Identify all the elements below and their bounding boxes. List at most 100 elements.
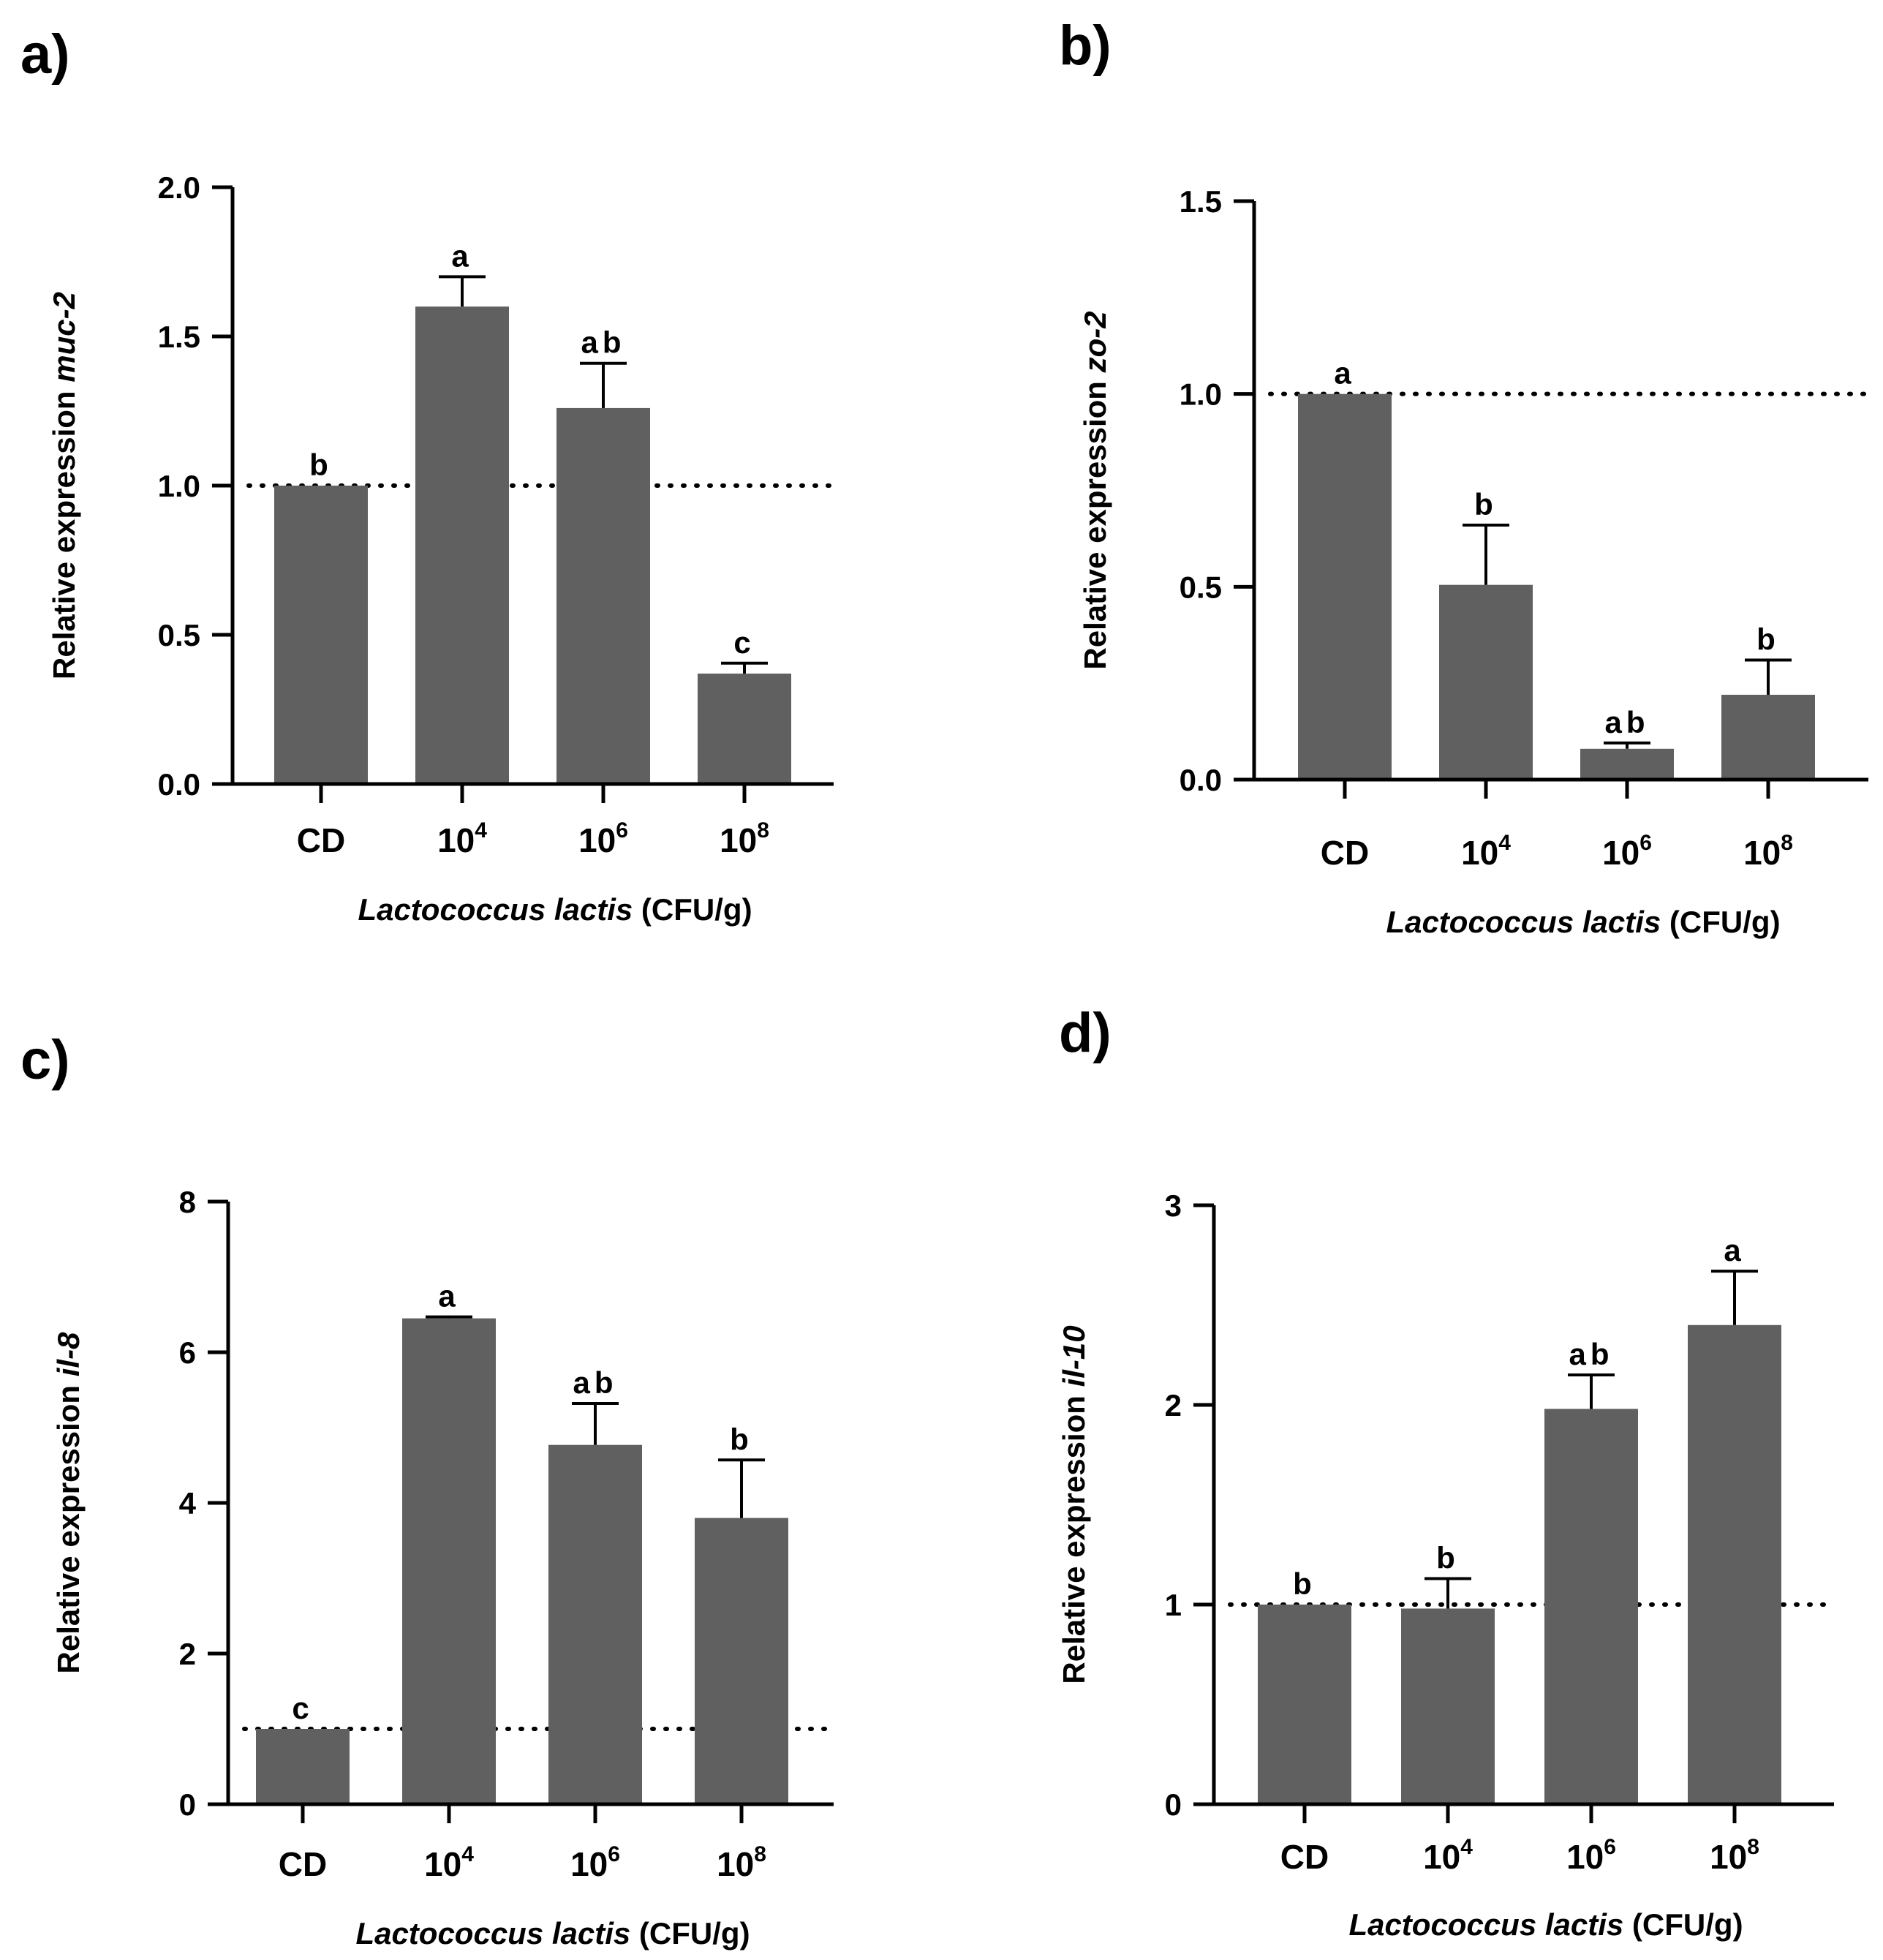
significance-letter-2: ab [573, 1365, 617, 1400]
y-tick-label-3: 1.5 [1180, 184, 1222, 219]
x-tick-label-1: 104 [437, 818, 487, 859]
x-tick-label-1: 104 [424, 1842, 474, 1883]
y-tick-label-3: 1.5 [158, 320, 200, 354]
panel-label: d) [1059, 1002, 1112, 1064]
x-axis-title-species: Lactococcus lactis [358, 892, 633, 927]
category-base: 10 [1566, 1838, 1604, 1876]
y-tick-label-1: 2 [179, 1637, 196, 1671]
significance-letter-1: a [451, 238, 472, 273]
category-base: 10 [1423, 1838, 1460, 1876]
significance-letter-2: ab [581, 325, 625, 360]
significance-letter-3: c [733, 625, 755, 660]
y-axis-title-gene: muc-2 [47, 292, 81, 382]
category-base: CD [1280, 1838, 1329, 1876]
significance-letter-0: c [292, 1691, 313, 1725]
bar-0 [256, 1729, 350, 1804]
significance-letter-1: b [1474, 487, 1498, 521]
x-tick-label-3: 108 [1743, 831, 1793, 872]
x-tick-label-2: 106 [1566, 1835, 1616, 1876]
significance-letter-2: ab [1604, 705, 1649, 739]
x-axis-title-species: Lactococcus lactis [1386, 905, 1661, 939]
significance-letter-1: b [1436, 1541, 1460, 1575]
panel-label: c) [20, 1029, 70, 1091]
category-exponent: 8 [754, 1842, 766, 1866]
bar-1 [402, 1318, 496, 1804]
x-tick-label-2: 106 [570, 1842, 620, 1883]
bar-1 [415, 306, 509, 784]
category-base: CD [279, 1845, 327, 1883]
category-exponent: 8 [1781, 831, 1793, 855]
category-exponent: 6 [608, 1842, 620, 1866]
y-axis-title-prefix: Relative expression [51, 1376, 86, 1673]
y-tick-label-2: 1.0 [158, 469, 200, 503]
bar-0 [1258, 1605, 1351, 1804]
y-axis-title-gene: il-8 [51, 1332, 86, 1376]
y-tick-label-1: 0.5 [1180, 570, 1222, 604]
x-tick-label-3: 108 [720, 818, 769, 859]
significance-letter-3: a [1724, 1233, 1745, 1267]
significance-letter-0: b [1293, 1567, 1316, 1601]
significance-letter-3: b [1756, 622, 1780, 657]
category-base: 10 [570, 1845, 608, 1883]
category-exponent: 8 [1747, 1835, 1759, 1859]
y-axis-title: Relative expression zo-2 [1078, 311, 1112, 669]
category-base: 10 [1461, 834, 1498, 872]
x-axis-title-species: Lactococcus lactis [355, 1916, 630, 1950]
x-axis-title-unit: (CFU/g) [1661, 905, 1780, 939]
bar-2 [548, 1444, 642, 1804]
y-tick-label-2: 2 [1165, 1388, 1182, 1422]
category-exponent: 6 [1604, 1835, 1616, 1859]
category-base: 10 [1710, 1838, 1747, 1876]
x-axis-title: Lactococcus lactis (CFU/g) [1348, 1907, 1743, 1942]
bar-3 [1721, 694, 1815, 780]
category-base: 10 [717, 1845, 754, 1883]
x-tick-label-2: 106 [1602, 831, 1652, 872]
x-tick-label-1: 104 [1423, 1835, 1473, 1876]
category-base: 10 [720, 821, 757, 859]
x-axis-title: Lactococcus lactis (CFU/g) [358, 892, 752, 927]
x-axis-title: Lactococcus lactis (CFU/g) [1386, 905, 1780, 939]
bar-2 [1580, 748, 1674, 780]
y-axis-title-gene: il-10 [1057, 1325, 1091, 1387]
y-tick-label-4: 8 [179, 1185, 196, 1219]
y-axis-title: Relative expression il-10 [1057, 1325, 1091, 1684]
y-axis-title-prefix: Relative expression [47, 382, 81, 679]
bar-2 [1544, 1409, 1638, 1804]
significance-letter-2: ab [1569, 1337, 1613, 1371]
category-exponent: 8 [757, 818, 769, 843]
y-tick-label-3: 6 [179, 1335, 196, 1370]
bar-3 [698, 674, 791, 784]
x-tick-label-0: CD [1280, 1838, 1329, 1876]
category-base: 10 [424, 1845, 461, 1883]
x-tick-label-0: CD [279, 1845, 327, 1883]
category-exponent: 6 [616, 818, 628, 843]
significance-letter-0: b [309, 448, 333, 482]
bar-3 [695, 1518, 788, 1804]
bar-3 [1688, 1324, 1781, 1804]
panel-label: b) [1059, 15, 1112, 77]
y-tick-label-1: 0.5 [158, 618, 200, 652]
x-tick-label-1: 104 [1461, 831, 1511, 872]
x-tick-label-3: 108 [1710, 1835, 1759, 1876]
category-base: 10 [578, 821, 616, 859]
y-axis-title-gene: zo-2 [1078, 311, 1112, 373]
category-base: 10 [1743, 834, 1781, 872]
x-axis-title-unit: (CFU/g) [630, 1916, 750, 1950]
bar-1 [1439, 584, 1533, 780]
y-tick-label-0: 0 [1165, 1787, 1182, 1822]
category-exponent: 4 [475, 818, 487, 843]
x-tick-label-3: 108 [717, 1842, 766, 1883]
category-base: CD [1321, 834, 1369, 872]
significance-letter-3: b [730, 1422, 753, 1456]
bar-0 [274, 486, 368, 784]
category-base: 10 [1602, 834, 1639, 872]
y-tick-label-3: 3 [1165, 1188, 1182, 1223]
y-axis-title: Relative expression muc-2 [47, 292, 81, 679]
y-tick-label-1: 1 [1165, 1588, 1182, 1622]
y-tick-label-0: 0 [179, 1787, 196, 1822]
x-axis-title: Lactococcus lactis (CFU/g) [355, 1916, 750, 1950]
